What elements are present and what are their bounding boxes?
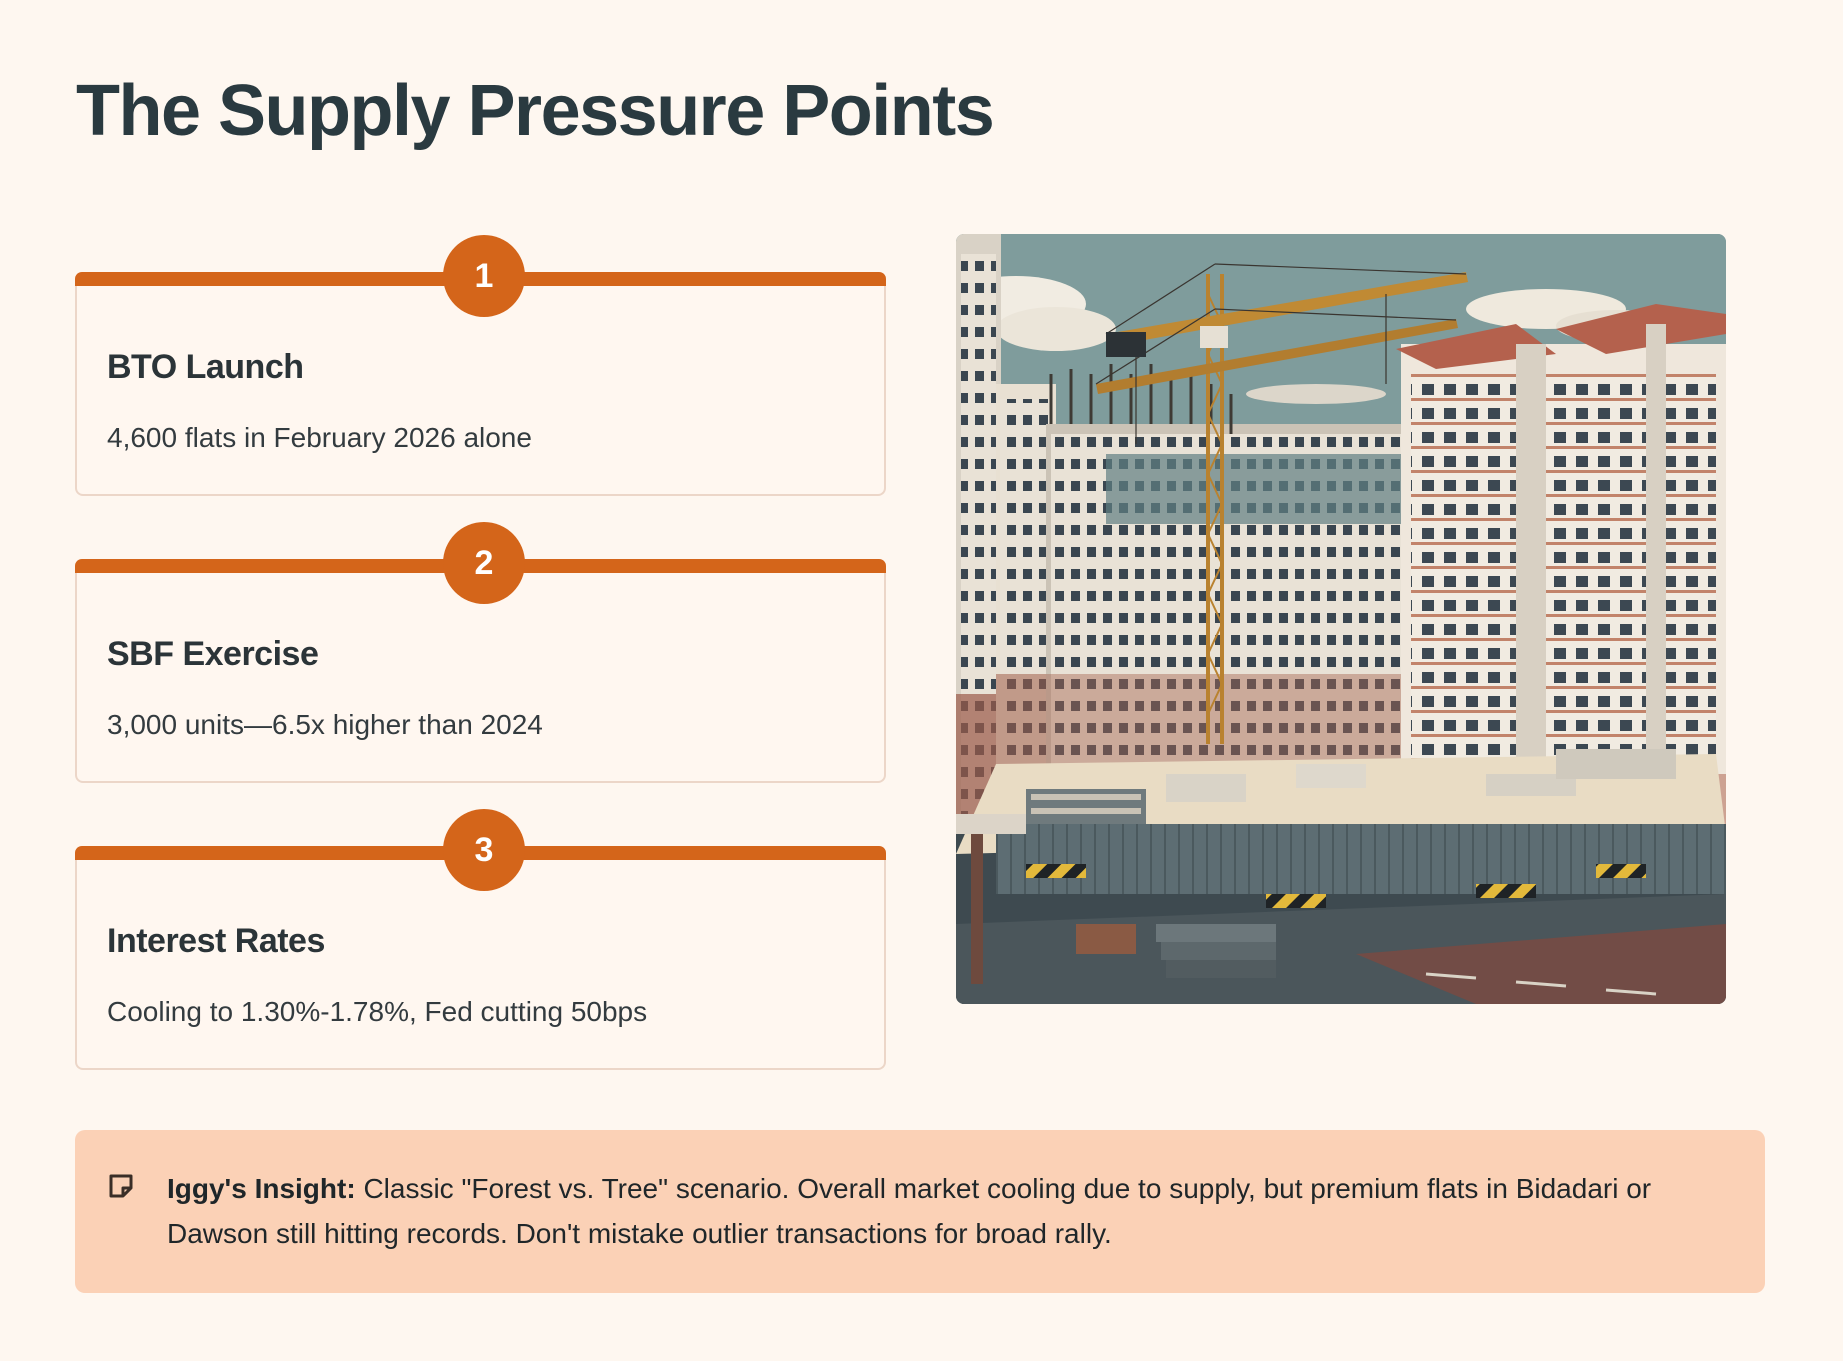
insight-callout: Iggy's Insight: Classic "Forest vs. Tree… bbox=[75, 1130, 1765, 1293]
construction-site-illustration bbox=[956, 234, 1726, 1004]
card-title: BTO Launch bbox=[107, 348, 304, 386]
insight-text: Iggy's Insight: Classic "Forest vs. Tree… bbox=[167, 1166, 1737, 1256]
pressure-point-card-3: 3 Interest Rates Cooling to 1.30%-1.78%,… bbox=[75, 809, 886, 1070]
page-title: The Supply Pressure Points bbox=[76, 71, 995, 151]
card-number-badge: 1 bbox=[443, 235, 525, 317]
pressure-point-card-2: 2 SBF Exercise 3,000 units—6.5x higher t… bbox=[75, 522, 886, 783]
pressure-point-card-1: 1 BTO Launch 4,600 flats in February 202… bbox=[75, 235, 886, 496]
insight-label: Iggy's Insight: bbox=[167, 1173, 356, 1204]
card-title: SBF Exercise bbox=[107, 635, 319, 673]
card-number-badge: 3 bbox=[443, 809, 525, 891]
card-description: 3,000 units—6.5x higher than 2024 bbox=[107, 709, 543, 740]
note-icon bbox=[109, 1174, 133, 1198]
insight-body: Classic "Forest vs. Tree" scenario. Over… bbox=[167, 1173, 1652, 1249]
card-description: 4,600 flats in February 2026 alone bbox=[107, 422, 532, 453]
card-title: Interest Rates bbox=[107, 922, 325, 960]
card-number-badge: 2 bbox=[443, 522, 525, 604]
card-description: Cooling to 1.30%-1.78%, Fed cutting 50bp… bbox=[107, 996, 648, 1027]
